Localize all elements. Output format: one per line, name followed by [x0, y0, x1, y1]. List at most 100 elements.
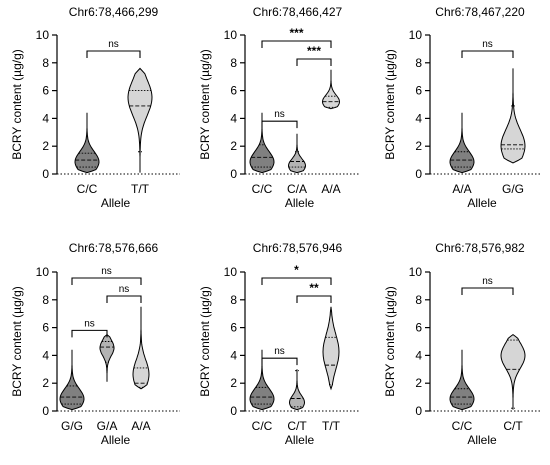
y-axis-label: BCRY content (µg/g) [198, 286, 212, 397]
y-tick-label: 10 [36, 265, 50, 279]
chart-panel-3: Chr6:78,467,220 0 2 4 6 8 10 BCRY content (µg/g… [383, 5, 540, 210]
chart-panel-6: Chr6:78,576,982 0 2 4 6 8 10 BCRY content (µg/g… [383, 241, 540, 447]
violin-T-T [127, 67, 153, 173]
x-tick-label: C/C [452, 419, 473, 433]
chart-panel-4: Chr6:78,576,666 0 2 4 6 8 10 BCRY content (µg/g… [10, 241, 180, 447]
significance-label: ns [482, 276, 493, 287]
x-tick-label: C/C [77, 182, 98, 196]
y-axis-label: BCRY content (µg/g) [383, 286, 397, 397]
x-axis-label: Allele [101, 433, 131, 447]
significance-label: ns [84, 318, 95, 329]
violin-A-A [321, 69, 341, 110]
y-tick-label: 10 [224, 265, 238, 279]
violin-C-T [500, 333, 526, 410]
chart-title: Chr6:78,466,427 [253, 5, 343, 19]
y-tick-label: 8 [230, 56, 237, 70]
significance-label: ns [119, 284, 130, 295]
y-tick-label: 4 [230, 348, 237, 362]
y-tick-label: 0 [42, 167, 49, 181]
y-tick-label: 2 [415, 139, 422, 153]
violin-C-A [287, 133, 307, 174]
y-tick-label: 6 [42, 84, 49, 98]
x-tick-label: A/A [321, 182, 340, 196]
y-tick-label: 0 [415, 404, 422, 418]
violin-T-T [322, 306, 340, 391]
x-tick-label: T/T [322, 419, 341, 433]
y-tick-label: 0 [415, 167, 422, 181]
violin-C-C [249, 112, 275, 174]
x-tick-label: C/C [252, 419, 273, 433]
chart-panel-2: Chr6:78,466,427 0 2 4 6 8 10 BCRY content (µg/g… [198, 5, 360, 210]
y-tick-label: 2 [42, 139, 49, 153]
y-tick-label: 10 [409, 265, 423, 279]
significance-label: *** [289, 26, 303, 40]
x-tick-label: C/C [252, 182, 273, 196]
violin-C-T [288, 369, 306, 411]
violin-C-C [249, 349, 275, 411]
x-axis-label: Allele [285, 196, 315, 210]
significance-bracket [261, 120, 298, 129]
chart-title: Chr6:78,576,946 [253, 241, 343, 255]
x-axis-label: Allele [467, 433, 497, 447]
y-axis-label: BCRY content (µg/g) [198, 49, 212, 160]
violin-C-C [449, 349, 475, 411]
y-tick-label: 4 [415, 111, 422, 125]
y-tick-label: 8 [42, 293, 49, 307]
chart-title: Chr6:78,576,982 [435, 241, 525, 255]
x-tick-label: G/G [61, 419, 83, 433]
significance-bracket [106, 295, 142, 303]
chart-panel-5: Chr6:78,576,946 0 2 4 6 8 10 BCRY content (µg/g… [198, 241, 360, 447]
y-axis-label: BCRY content (µg/g) [10, 286, 24, 397]
y-tick-label: 8 [415, 293, 422, 307]
x-tick-label: C/T [503, 419, 523, 433]
y-tick-label: 6 [415, 84, 422, 98]
chart-title: Chr6:78,467,220 [435, 5, 525, 19]
y-tick-label: 10 [224, 28, 238, 42]
significance-bracket [71, 277, 142, 285]
y-tick-label: 4 [415, 348, 422, 362]
y-tick-label: 0 [230, 404, 237, 418]
violin-C-C [74, 112, 100, 174]
x-tick-label: A/A [131, 419, 150, 433]
significance-bracket [461, 287, 514, 295]
significance-label: ns [274, 109, 285, 120]
x-tick-label: G/A [97, 419, 118, 433]
x-axis-label: Allele [285, 433, 315, 447]
y-tick-label: 8 [230, 293, 237, 307]
y-tick-label: 6 [415, 321, 422, 335]
significance-label: * [294, 263, 299, 277]
x-tick-label: C/T [287, 419, 307, 433]
y-tick-label: 2 [230, 139, 237, 153]
significance-bracket [296, 295, 332, 303]
y-tick-label: 6 [230, 84, 237, 98]
y-tick-label: 0 [42, 404, 49, 418]
significance-label: ** [309, 281, 319, 295]
significance-bracket [461, 50, 514, 58]
x-axis-label: Allele [467, 196, 497, 210]
y-tick-label: 8 [415, 56, 422, 70]
significance-label: *** [307, 44, 321, 58]
y-tick-label: 4 [230, 111, 237, 125]
y-tick-label: 4 [42, 111, 49, 125]
significance-bracket [261, 357, 298, 366]
y-tick-label: 2 [415, 376, 422, 390]
significance-bracket [71, 329, 108, 338]
y-tick-label: 10 [36, 28, 50, 42]
chart-panel-1: Chr6:78,466,299 0 2 4 6 8 10 BCRY content (µg/g… [10, 5, 180, 210]
significance-bracket [86, 50, 141, 58]
x-tick-label: T/T [131, 182, 150, 196]
significance-label: ns [108, 39, 119, 50]
y-tick-label: 4 [42, 348, 49, 362]
y-axis-label: BCRY content (µg/g) [383, 49, 397, 160]
x-tick-label: G/G [502, 182, 524, 196]
significance-bracket [261, 277, 332, 285]
significance-bracket [261, 40, 332, 48]
significance-label: ns [482, 39, 493, 50]
chart-title: Chr6:78,576,666 [69, 241, 159, 255]
y-tick-label: 8 [42, 56, 49, 70]
y-tick-label: 6 [230, 321, 237, 335]
y-tick-label: 6 [42, 321, 49, 335]
y-tick-label: 2 [42, 376, 49, 390]
x-tick-label: C/A [287, 182, 307, 196]
